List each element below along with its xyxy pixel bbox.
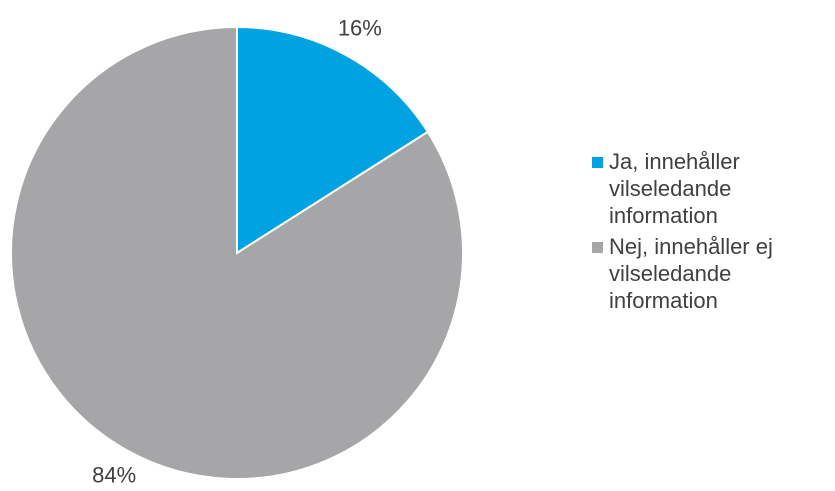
pie-slice — [10, 25, 464, 480]
data-label: 84% — [92, 462, 136, 487]
legend-item: Nej, innehåller ej vilseledande informat… — [592, 233, 832, 314]
pie-slice — [236, 25, 430, 255]
legend-item: Ja, innehåller vilseledande information — [592, 148, 832, 229]
legend-swatch — [592, 242, 603, 253]
legend: Ja, innehåller vilseledande information N… — [592, 148, 832, 318]
legend-label: Ja, innehåller vilseledande information — [609, 149, 740, 228]
legend-label: Nej, innehåller ej vilseledande informat… — [609, 234, 773, 313]
data-label: 16% — [338, 15, 382, 40]
legend-swatch — [592, 157, 603, 168]
